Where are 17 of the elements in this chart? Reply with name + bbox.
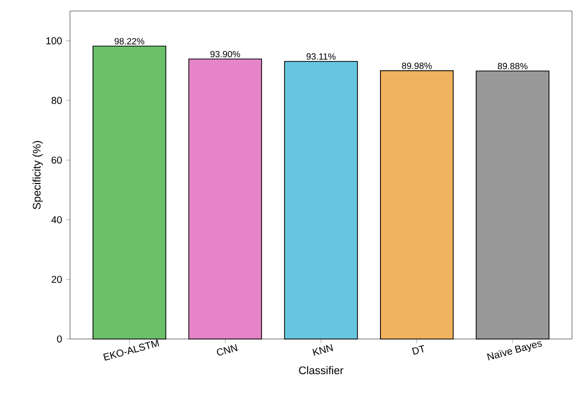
y-tick-label: 80 xyxy=(52,96,62,104)
y-tick-label: 60 xyxy=(52,156,62,164)
x-tick-label: DT xyxy=(412,344,424,355)
y-tick-label: 100 xyxy=(46,37,62,44)
y-tick-label: 0 xyxy=(57,335,62,343)
x-tick-label: KNN xyxy=(312,344,334,356)
data-label: 89.98% xyxy=(402,62,432,69)
x-tick-label: Naïve Bayes xyxy=(487,341,542,360)
y-axis-title: Specificity (%) xyxy=(32,140,43,210)
x-axis-title: Classifier xyxy=(299,366,344,374)
data-label: 93.11% xyxy=(306,53,336,60)
data-label: 89.88% xyxy=(498,62,528,70)
data-label: 98.22% xyxy=(114,38,144,44)
x-tick-label: CNN xyxy=(216,344,238,356)
y-tick-label: 20 xyxy=(52,276,62,283)
y-tick-label: 40 xyxy=(51,216,62,224)
data-label: 93.90% xyxy=(210,50,240,58)
